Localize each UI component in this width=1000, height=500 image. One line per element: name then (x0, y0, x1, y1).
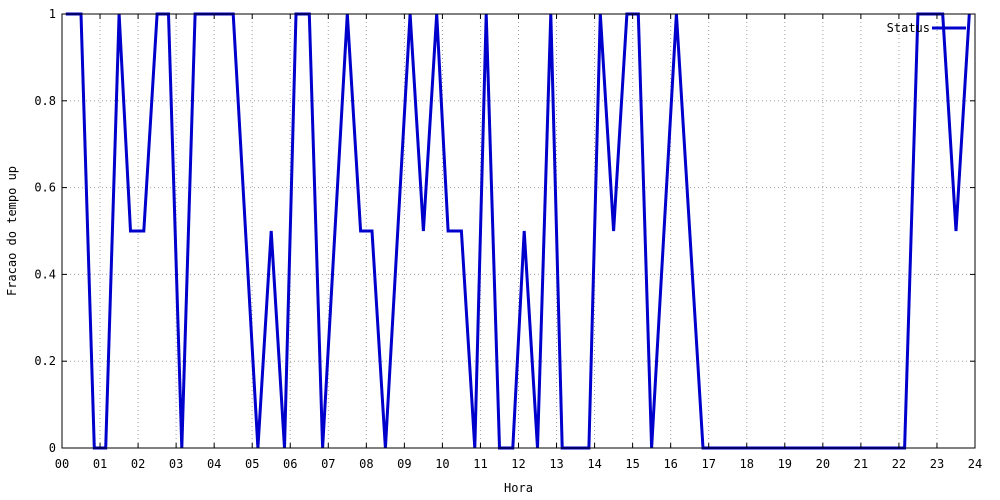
y-axis-ticks: 0 0.2 0.4 0.6 0.8 1 (34, 7, 975, 455)
series-line-status (65, 12, 971, 450)
x-tick-label: 17 (701, 457, 715, 471)
series-layer (65, 12, 971, 450)
x-tick-label: 04 (207, 457, 221, 471)
x-tick-label: 02 (131, 457, 145, 471)
x-tick-label: 03 (169, 457, 183, 471)
x-tick-label: 18 (740, 457, 754, 471)
x-tick-label: 07 (321, 457, 335, 471)
x-tick-label: 11 (473, 457, 487, 471)
x-tick-label: 21 (854, 457, 868, 471)
x-tick-label: 19 (778, 457, 792, 471)
x-tick-label: 08 (359, 457, 373, 471)
x-tick-label: 23 (930, 457, 944, 471)
x-tick-label: 20 (816, 457, 830, 471)
y-tick-label: 0.4 (34, 267, 56, 281)
x-tick-label: 05 (245, 457, 259, 471)
x-axis-label: Hora (504, 481, 533, 495)
x-tick-label: 16 (663, 457, 677, 471)
y-axis-label: Fracao do tempo up (5, 166, 19, 296)
y-tick-label: 0.8 (34, 94, 56, 108)
x-axis-ticks: 00 01 02 03 04 05 06 07 08 09 10 11 12 13 14 15 16 17 18 19… (55, 14, 982, 471)
x-tick-label: 09 (397, 457, 411, 471)
x-tick-label: 15 (625, 457, 639, 471)
y-tick-label: 0.2 (34, 354, 56, 368)
x-tick-label: 10 (435, 457, 449, 471)
grid-layer (62, 14, 975, 448)
x-tick-label: 13 (549, 457, 563, 471)
x-tick-label: 12 (511, 457, 525, 471)
legend: Status (887, 21, 966, 35)
y-tick-label: 0.6 (34, 181, 56, 195)
y-tick-label: 0 (49, 441, 56, 455)
legend-label-status: Status (887, 21, 930, 35)
x-tick-label: 24 (968, 457, 982, 471)
x-tick-label: 06 (283, 457, 297, 471)
x-tick-label: 00 (55, 457, 69, 471)
x-tick-label: 01 (93, 457, 107, 471)
x-tick-label: 22 (892, 457, 906, 471)
y-tick-label: 1 (49, 7, 56, 21)
x-tick-label: 14 (587, 457, 601, 471)
